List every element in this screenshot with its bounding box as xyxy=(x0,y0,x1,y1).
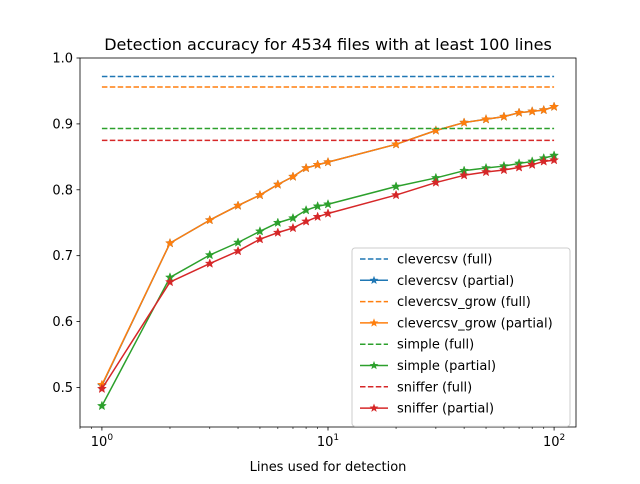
data-point-sniffer-partial xyxy=(538,156,549,166)
legend-entry: clevercsv (full) xyxy=(397,253,492,268)
data-point-sniffer-partial xyxy=(391,189,402,200)
data-point-sniffer-partial xyxy=(527,159,538,170)
data-point-clevercsv-grow-partial xyxy=(232,200,244,210)
data-point-clevercsv-grow-partial xyxy=(480,113,492,124)
legend-entry: clevercsv (partial) xyxy=(397,274,514,289)
data-point-clevercsv-grow-partial xyxy=(204,214,215,225)
data-point-clevercsv-grow-partial xyxy=(549,101,560,112)
data-point-simple-partial xyxy=(204,249,215,260)
legend-marker xyxy=(369,403,379,412)
data-point-clevercsv-grow-partial xyxy=(527,106,538,116)
x-tick-label: 101 xyxy=(317,433,339,450)
x-axis-label: Lines used for detection xyxy=(250,460,407,475)
legend-entry: clevercsv_grow (full) xyxy=(397,295,531,310)
legend-marker xyxy=(369,360,379,370)
data-point-simple-partial xyxy=(232,237,244,247)
data-point-sniffer-partial xyxy=(96,383,107,394)
y-tick-label: 0.5 xyxy=(52,381,73,396)
data-point-sniffer-partial xyxy=(430,177,441,187)
data-point-clevercsv-grow-partial xyxy=(514,107,525,117)
data-point-sniffer-partial xyxy=(549,154,560,165)
data-point-sniffer-partial xyxy=(272,227,283,237)
data-point-sniffer-partial xyxy=(459,169,470,180)
legend-entry: clevercsv_grow (partial) xyxy=(397,316,553,331)
data-point-sniffer-partial xyxy=(312,211,323,222)
data-point-clevercsv-grow-partial xyxy=(430,125,441,135)
legend-marker xyxy=(369,275,379,285)
legend-entry: simple (partial) xyxy=(397,359,496,374)
data-point-simple-partial xyxy=(287,212,299,223)
data-point-simple-partial xyxy=(312,200,323,211)
data-point-clevercsv-grow-partial xyxy=(312,159,323,170)
data-point-simple-partial xyxy=(301,204,312,215)
legend-entry: simple (full) xyxy=(397,338,474,353)
data-point-clevercsv-grow-partial xyxy=(322,156,334,167)
data-point-sniffer-partial xyxy=(287,222,299,233)
y-tick-label: 0.9 xyxy=(52,117,73,132)
data-point-clevercsv-grow-partial xyxy=(538,104,549,115)
data-point-sniffer-partial xyxy=(164,276,176,287)
data-point-clevercsv-grow-partial xyxy=(272,179,283,189)
chart-title: Detection accuracy for 4534 files with a… xyxy=(104,35,552,54)
data-point-simple-partial xyxy=(96,400,107,411)
y-tick-label: 0.7 xyxy=(52,249,73,264)
data-point-clevercsv-grow-partial xyxy=(164,237,176,248)
data-point-sniffer-partial xyxy=(514,162,525,172)
data-point-simple-partial xyxy=(391,181,402,191)
data-point-sniffer-partial xyxy=(301,216,312,226)
data-point-clevercsv-grow-partial xyxy=(287,171,299,181)
data-point-simple-partial xyxy=(272,217,283,228)
data-point-clevercsv-grow-partial xyxy=(254,189,265,200)
data-point-clevercsv-grow-partial xyxy=(459,117,470,127)
data-point-sniffer-partial xyxy=(322,208,334,218)
data-point-sniffer-partial xyxy=(204,258,215,268)
data-point-sniffer-partial xyxy=(232,245,244,256)
y-tick-label: 0.8 xyxy=(52,183,73,198)
data-point-sniffer-partial xyxy=(498,164,509,175)
legend-entry: sniffer (full) xyxy=(397,380,472,395)
data-point-simple-partial xyxy=(254,225,265,236)
data-point-clevercsv-grow-partial xyxy=(391,139,402,149)
data-point-clevercsv-grow-partial xyxy=(301,162,312,173)
data-point-clevercsv-grow-partial xyxy=(498,111,509,121)
y-tick-label: 0.6 xyxy=(52,315,73,330)
axes: 0.5 0.6 0.7 0.8 0.9 1.0 100 101 102 xyxy=(52,52,577,450)
x-tick-label: 102 xyxy=(543,433,565,450)
data-point-sniffer-partial xyxy=(254,233,265,244)
plot-area xyxy=(96,75,560,411)
y-tick-label: 1.0 xyxy=(52,52,73,67)
x-tick-label: 100 xyxy=(91,433,114,450)
legend-entry: sniffer (partial) xyxy=(397,402,494,417)
legend: clevercsv (full) clevercsv (partial) cleve… xyxy=(351,247,571,427)
data-point-simple-partial xyxy=(322,198,334,209)
legend-marker xyxy=(369,318,379,327)
legend-box xyxy=(351,247,571,427)
data-point-sniffer-partial xyxy=(480,166,492,177)
